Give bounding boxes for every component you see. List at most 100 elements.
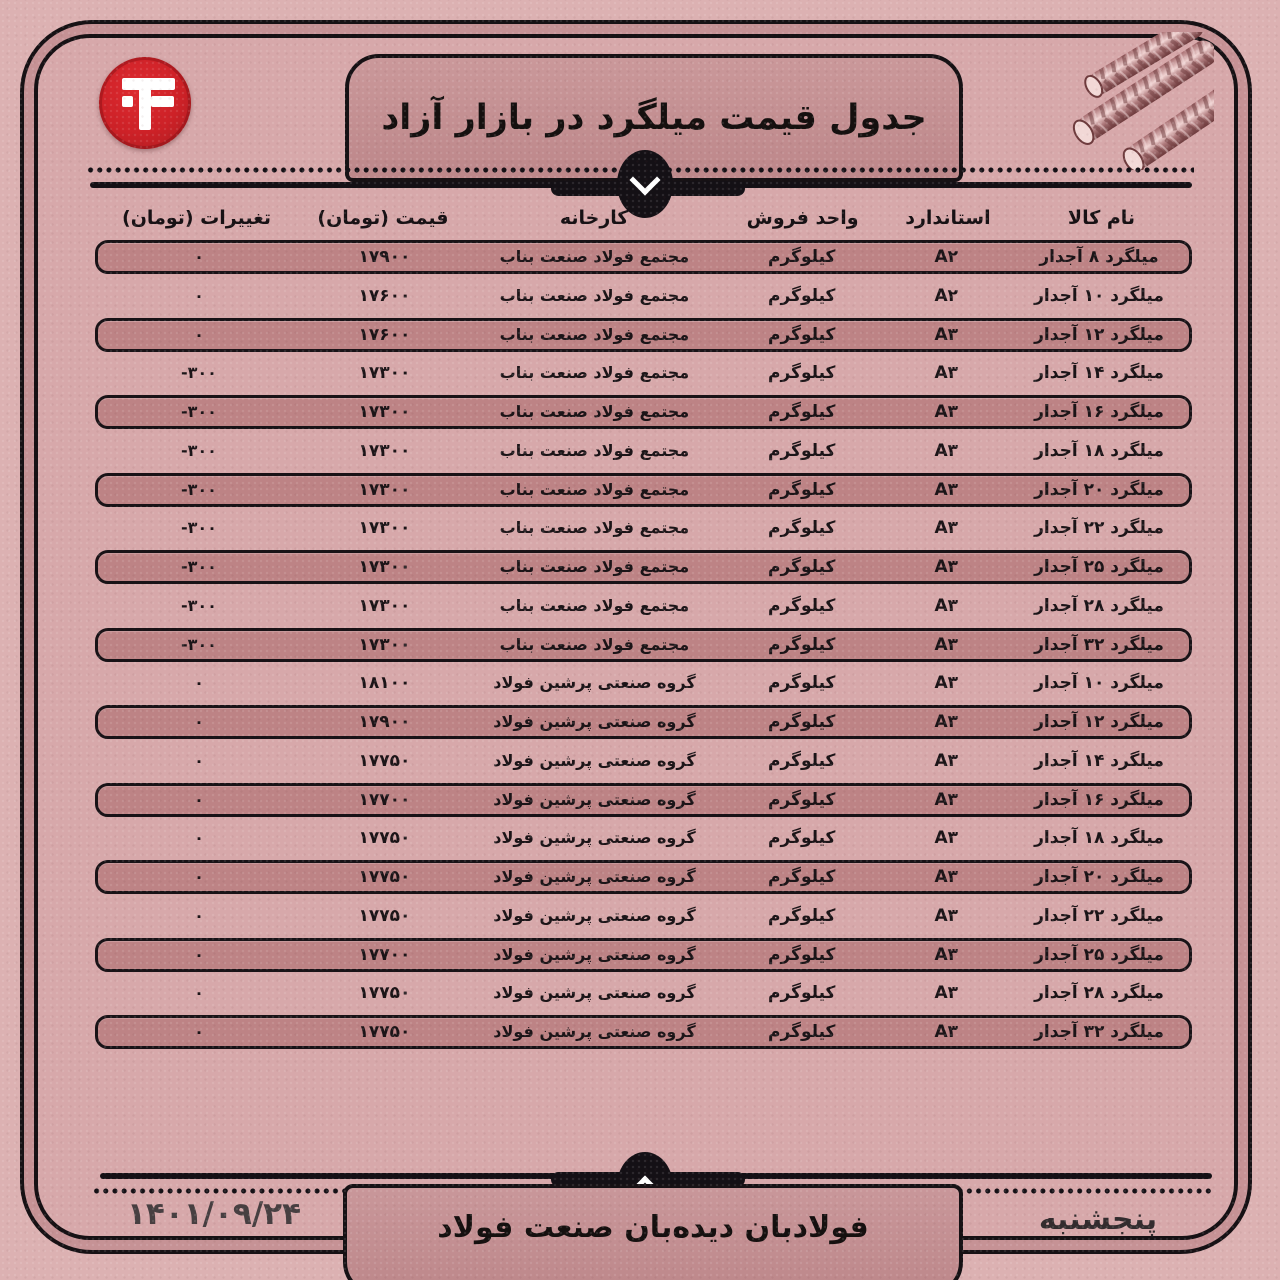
- cell-unit: کیلوگرم: [768, 557, 836, 577]
- table-row: میلگرد ۱۸ آجدار A۳ کیلوگرم مجتمع فولاد ص…: [95, 434, 1192, 468]
- cell-factory: مجتمع فولاد صنعت بناب: [499, 479, 690, 499]
- cell-product-name: میلگرد ۱۸ آجدار: [1034, 440, 1164, 461]
- cell-change: ۰: [194, 828, 204, 848]
- cell-price: ۱۷۷۵۰: [358, 867, 411, 887]
- cell-standard: A۳: [934, 867, 959, 887]
- cell-product-name: میلگرد ۲۰ آجدار: [1034, 867, 1164, 887]
- cell-standard: A۳: [934, 673, 959, 694]
- cell-unit: کیلوگرم: [768, 1022, 836, 1042]
- cell-price: ۱۷۷۵۰: [358, 828, 411, 849]
- cell-unit: کیلوگرم: [768, 905, 836, 926]
- cell-product-name: میلگرد ۲۸ آجدار: [1034, 595, 1164, 616]
- cell-factory: مجتمع فولاد صنعت بناب: [499, 324, 690, 344]
- cell-price: ۱۷۷۵۰: [358, 983, 411, 1004]
- cell-change: -۳۰۰: [181, 479, 217, 499]
- table-row: میلگرد ۱۶ آجدار A۳ کیلوگرم گروه صنعتی پر…: [95, 782, 1192, 817]
- cell-product-name: میلگرد ۳۲ آجدار: [1034, 1022, 1164, 1042]
- col-header-unit: واحد فروش: [746, 207, 859, 229]
- cell-change: ۰: [194, 1022, 204, 1041]
- cell-unit: کیلوگرم: [768, 247, 836, 267]
- col-header-name: نام کالا: [1067, 207, 1136, 229]
- cell-unit: کیلوگرم: [768, 750, 836, 771]
- table-row: میلگرد ۲۰ آجدار A۳ کیلوگرم مجتمع فولاد ص…: [95, 472, 1192, 507]
- table-row: میلگرد ۱۶ آجدار A۳ کیلوگرم مجتمع فولاد ص…: [95, 395, 1192, 429]
- cell-price: ۱۷۷۵۰: [358, 1022, 411, 1042]
- logo-glyph-stem: [139, 78, 151, 130]
- cell-factory: گروه صنعتی پرشین فولاد: [493, 944, 696, 964]
- cell-standard: A۳: [934, 324, 959, 345]
- cell-product-name: میلگرد ۱۲ آجدار: [1034, 712, 1164, 732]
- cell-price: ۱۷۹۰۰: [358, 247, 411, 267]
- brand-footer-box: فولادبان دیده‌بان صنعت فولاد: [343, 1184, 963, 1280]
- cell-unit: کیلوگرم: [768, 285, 836, 306]
- cell-price: ۱۷۷۰۰: [358, 944, 411, 965]
- table-row: میلگرد ۱۲ آجدار A۳ کیلوگرم مجتمع فولاد ص…: [95, 317, 1192, 352]
- cell-standard: A۳: [934, 402, 959, 422]
- col-header-standard: استاندارد: [905, 207, 991, 229]
- cell-factory: مجتمع فولاد صنعت بناب: [499, 440, 690, 460]
- cell-product-name: میلگرد ۱۴ آجدار: [1034, 363, 1164, 384]
- cell-change: -۳۰۰: [181, 518, 217, 538]
- table-row: میلگرد ۱۰ آجدار A۲ کیلوگرم مجتمع فولاد ص…: [95, 279, 1192, 313]
- cell-standard: A۲: [934, 247, 959, 267]
- table-row: میلگرد ۱۴ آجدار A۳ کیلوگرم گروه صنعتی پر…: [95, 744, 1192, 778]
- cell-standard: A۳: [934, 518, 959, 539]
- date-label: ۱۴۰۱/۰۹/۲۴: [126, 1196, 301, 1232]
- table-row: میلگرد ۳۲ آجدار A۳ کیلوگرم گروه صنعتی پر…: [95, 1015, 1192, 1049]
- cell-standard: A۳: [934, 750, 959, 771]
- cell-standard: A۳: [934, 828, 959, 849]
- cell-change: ۰: [194, 712, 204, 731]
- cell-price: ۱۷۶۰۰: [358, 324, 411, 345]
- logo-glyph-dot: [122, 96, 133, 107]
- cell-standard: A۳: [934, 557, 959, 577]
- cell-unit: کیلوگرم: [768, 983, 836, 1004]
- cell-unit: کیلوگرم: [768, 595, 836, 616]
- cell-change: -۳۰۰: [181, 363, 217, 383]
- cell-product-name: میلگرد ۸ آجدار: [1039, 247, 1159, 267]
- cell-change: ۰: [194, 905, 204, 925]
- cell-factory: گروه صنعتی پرشین فولاد: [493, 983, 696, 1003]
- cell-unit: کیلوگرم: [768, 402, 836, 422]
- cell-product-name: میلگرد ۱۲ آجدار: [1034, 324, 1164, 345]
- cell-unit: کیلوگرم: [768, 673, 836, 694]
- cell-product-name: میلگرد ۱۰ آجدار: [1034, 673, 1164, 694]
- cell-factory: گروه صنعتی پرشین فولاد: [493, 673, 696, 693]
- cell-factory: مجتمع فولاد صنعت بناب: [499, 518, 690, 538]
- cell-product-name: میلگرد ۲۰ آجدار: [1034, 479, 1164, 500]
- cell-change: ۰: [194, 867, 204, 886]
- cell-unit: کیلوگرم: [768, 789, 836, 810]
- cell-price: ۱۷۶۰۰: [358, 285, 411, 306]
- cell-factory: مجتمع فولاد صنعت بناب: [499, 595, 690, 615]
- cell-change: ۰: [194, 983, 204, 1003]
- chevron-down-button[interactable]: [617, 150, 673, 218]
- cell-product-name: میلگرد ۲۵ آجدار: [1034, 944, 1164, 965]
- cell-change: -۳۰۰: [181, 440, 217, 460]
- cell-standard: A۳: [934, 595, 959, 616]
- table-header: نام کالا استاندارد واحد فروش کارخانه قیم…: [95, 200, 1192, 236]
- cell-factory: گروه صنعتی پرشین فولاد: [493, 750, 696, 770]
- cell-product-name: میلگرد ۱۰ آجدار: [1034, 285, 1164, 306]
- cell-unit: کیلوگرم: [768, 634, 836, 655]
- table-row: میلگرد ۱۰ آجدار A۳ کیلوگرم گروه صنعتی پر…: [95, 666, 1192, 700]
- cell-unit: کیلوگرم: [768, 867, 836, 887]
- cell-standard: A۳: [934, 789, 959, 810]
- cell-change: ۰: [194, 944, 204, 964]
- cell-product-name: میلگرد ۱۶ آجدار: [1034, 402, 1164, 422]
- col-header-change: تغییرات (تومان): [122, 207, 271, 229]
- cell-unit: کیلوگرم: [768, 479, 836, 500]
- table-row: میلگرد ۳۲ آجدار A۳ کیلوگرم مجتمع فولاد ص…: [95, 627, 1192, 662]
- cell-change: ۰: [194, 673, 204, 693]
- cell-change: ۰: [194, 789, 204, 809]
- cell-change: ۰: [194, 285, 204, 305]
- logo-glyph-mid-bar: [151, 96, 174, 107]
- table-row: میلگرد ۲۲ آجدار A۳ کیلوگرم گروه صنعتی پر…: [95, 899, 1192, 933]
- cell-unit: کیلوگرم: [768, 828, 836, 849]
- cell-factory: گروه صنعتی پرشین فولاد: [493, 905, 696, 925]
- cell-factory: مجتمع فولاد صنعت بناب: [499, 402, 690, 421]
- cell-price: ۱۷۳۰۰: [358, 402, 411, 422]
- cell-product-name: میلگرد ۳۲ آجدار: [1034, 634, 1164, 655]
- cell-price: ۱۷۷۵۰: [358, 905, 411, 926]
- cell-standard: A۳: [934, 479, 959, 500]
- cell-price: ۱۷۳۰۰: [358, 440, 411, 461]
- cell-change: ۰: [194, 324, 204, 344]
